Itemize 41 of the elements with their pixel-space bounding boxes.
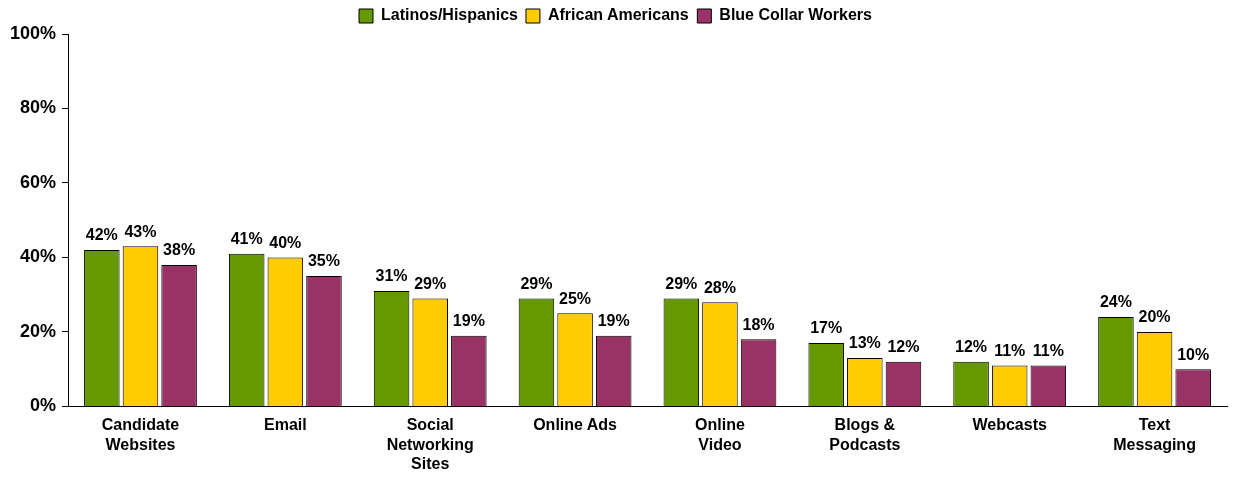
data-label: 12%	[887, 338, 920, 356]
data-label: 29%	[665, 274, 698, 292]
data-label: 29%	[414, 274, 447, 292]
x-tick-label: Blogs & Podcasts	[829, 416, 901, 453]
data-label: 13%	[848, 334, 881, 352]
data-label: 41%	[230, 230, 263, 248]
x-tick-label: Candidate Websites	[101, 416, 180, 453]
data-label: 25%	[559, 289, 592, 307]
data-label: 38%	[163, 241, 196, 259]
x-tick-label: Social Networking Sites	[386, 416, 474, 472]
data-label: 28%	[703, 278, 736, 296]
data-label: 20%	[1138, 308, 1171, 326]
y-tick-label: 80%	[20, 97, 57, 118]
data-label: 24%	[1099, 293, 1132, 311]
x-tick-label: Webcasts	[972, 416, 1047, 434]
y-tick-label: 60%	[20, 171, 57, 192]
data-label: 12%	[955, 338, 988, 356]
data-label: 17%	[810, 319, 843, 337]
data-label: 10%	[1177, 345, 1210, 363]
data-label: 19%	[597, 312, 630, 330]
legend-label: Blue Collar Workers	[719, 6, 873, 24]
data-label: 18%	[742, 315, 775, 333]
data-label: 19%	[452, 312, 485, 330]
data-label: 40%	[269, 233, 302, 251]
y-tick-label: 20%	[20, 320, 57, 341]
data-label: 31%	[375, 267, 408, 285]
legend-label: African Americans	[547, 6, 689, 24]
y-tick-label: 40%	[20, 246, 57, 267]
x-tick-label: Online Ads	[533, 416, 618, 434]
y-tick-label: 100%	[9, 22, 57, 43]
data-label: 43%	[124, 222, 157, 240]
data-label: 11%	[994, 341, 1026, 359]
data-label: 35%	[307, 252, 340, 270]
data-label: 42%	[85, 226, 118, 244]
x-tick-label: Online Video	[695, 416, 745, 453]
data-label: 11%	[1032, 341, 1064, 359]
x-tick-label: Text Messaging	[1113, 416, 1196, 453]
x-tick-label: Email	[264, 416, 307, 434]
y-tick-label: 0%	[30, 395, 57, 416]
legend-label: Latinos/Hispanics	[381, 6, 519, 24]
data-label: 29%	[520, 274, 553, 292]
